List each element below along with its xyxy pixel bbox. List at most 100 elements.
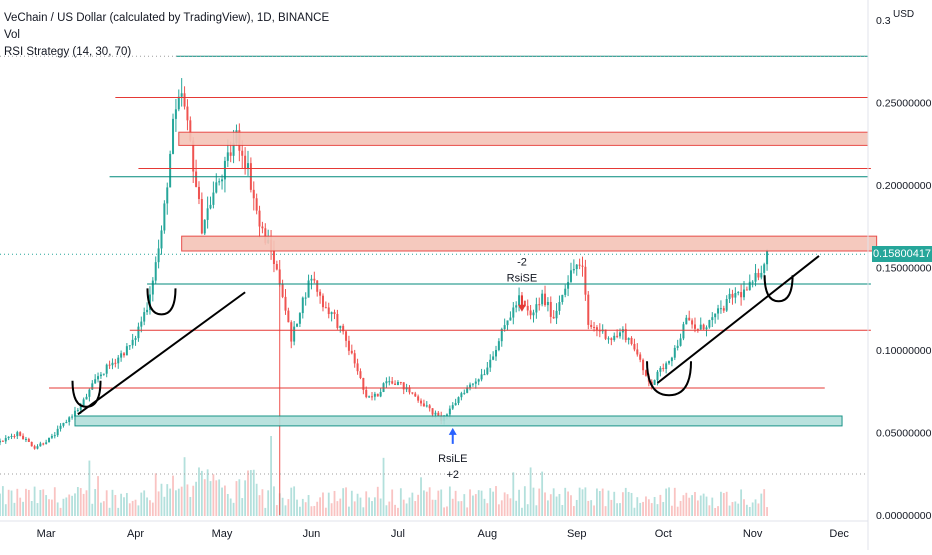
volume-bar xyxy=(714,507,717,516)
curve-drawing[interactable] xyxy=(71,380,102,408)
volume-bar xyxy=(114,494,117,516)
volume-bar xyxy=(319,497,321,516)
candle-body xyxy=(437,412,440,416)
volume-bar xyxy=(350,490,353,516)
volume-bar xyxy=(587,500,590,516)
price-zone[interactable] xyxy=(178,131,869,146)
volume-bar xyxy=(313,505,316,516)
trendline[interactable] xyxy=(77,291,246,416)
curve-drawing[interactable] xyxy=(763,275,794,303)
candle-body xyxy=(22,435,25,440)
volume-bar xyxy=(379,498,382,516)
candle-body xyxy=(693,324,696,329)
candle-body xyxy=(578,264,581,266)
volume-bar xyxy=(270,436,272,516)
candle-body xyxy=(434,412,437,415)
volume-bar xyxy=(417,494,420,516)
candle-body xyxy=(569,270,572,282)
volume-bar xyxy=(535,505,538,516)
volume-bar xyxy=(365,491,368,516)
y-tick-label: 0.15000000 xyxy=(876,263,932,275)
volume-bar xyxy=(151,502,154,516)
symbol-title[interactable]: VeChain / US Dollar (calculated by Tradi… xyxy=(4,12,330,24)
volume-bar xyxy=(36,503,39,516)
volume-bar xyxy=(480,490,483,516)
volume-bar xyxy=(717,506,719,516)
candle-body xyxy=(526,305,529,311)
volume-indicator-label[interactable]: Vol xyxy=(4,29,20,41)
candle-body xyxy=(94,379,97,384)
volume-bar xyxy=(56,502,59,516)
candle-body xyxy=(757,272,760,278)
volume-bar xyxy=(307,495,310,516)
candle-body xyxy=(111,362,114,366)
volume-bar xyxy=(267,490,270,516)
candle-body xyxy=(402,382,405,390)
volume-bar xyxy=(304,502,307,516)
volume-bar xyxy=(440,489,443,516)
buy-signal-qty: +2 xyxy=(446,469,459,481)
volume-bar xyxy=(376,486,379,516)
volume-bar xyxy=(125,492,128,516)
candle-body xyxy=(512,307,515,318)
candle-body xyxy=(108,364,111,366)
curve-drawing[interactable] xyxy=(646,361,693,397)
candle-body xyxy=(763,264,766,273)
candle-body xyxy=(356,363,359,372)
volume-bar xyxy=(232,502,235,516)
volume-bar xyxy=(195,481,197,516)
volume-bar xyxy=(102,501,105,516)
candle-body xyxy=(529,310,532,316)
candle-body xyxy=(316,280,319,292)
candle-body xyxy=(48,437,51,443)
candle-body xyxy=(99,374,102,377)
volume-bar xyxy=(604,506,607,516)
x-tick-label: May xyxy=(212,528,233,540)
candle-body xyxy=(642,359,645,371)
candle-body xyxy=(59,425,62,429)
volume-bar xyxy=(382,457,385,516)
candle-body xyxy=(673,347,676,358)
candle-body xyxy=(19,432,22,436)
candle-body xyxy=(737,292,740,294)
candle-body xyxy=(515,305,518,308)
volume-bar xyxy=(751,502,754,516)
candle-body xyxy=(298,313,301,324)
volume-bar xyxy=(489,488,492,516)
candle-body xyxy=(480,374,483,380)
volume-bar xyxy=(362,507,365,516)
candle-body xyxy=(345,331,348,341)
candle-body xyxy=(65,422,68,424)
curve-drawing[interactable] xyxy=(146,288,177,316)
candle-body xyxy=(36,446,39,449)
volume-bar xyxy=(656,504,659,516)
volume-bar xyxy=(477,490,480,516)
volume-bar xyxy=(428,487,431,516)
volume-bar xyxy=(509,498,512,516)
volume-bar xyxy=(74,493,76,516)
candle-body xyxy=(627,337,630,340)
candle-body xyxy=(79,405,82,410)
volume-bar xyxy=(405,503,408,516)
candle-body xyxy=(653,380,656,385)
volume-bar xyxy=(552,488,555,516)
price-zone[interactable] xyxy=(181,235,878,252)
volume-bar xyxy=(30,501,33,516)
volume-bar xyxy=(521,507,523,516)
volume-bar xyxy=(192,485,195,516)
volume-bar xyxy=(111,489,114,516)
strategy-indicator-label[interactable]: RSI Strategy (14, 30, 70) xyxy=(4,46,132,58)
volume-bar xyxy=(345,487,347,516)
volume-bar xyxy=(373,497,376,516)
candle-body xyxy=(166,187,169,204)
price-zone[interactable] xyxy=(74,415,843,427)
volume-bar xyxy=(140,492,143,516)
trendline[interactable] xyxy=(656,255,820,384)
volume-bar xyxy=(235,481,238,516)
candle-body xyxy=(616,335,619,337)
candle-body xyxy=(85,396,88,400)
volume-bar xyxy=(466,507,469,516)
volume-bar xyxy=(650,503,653,516)
